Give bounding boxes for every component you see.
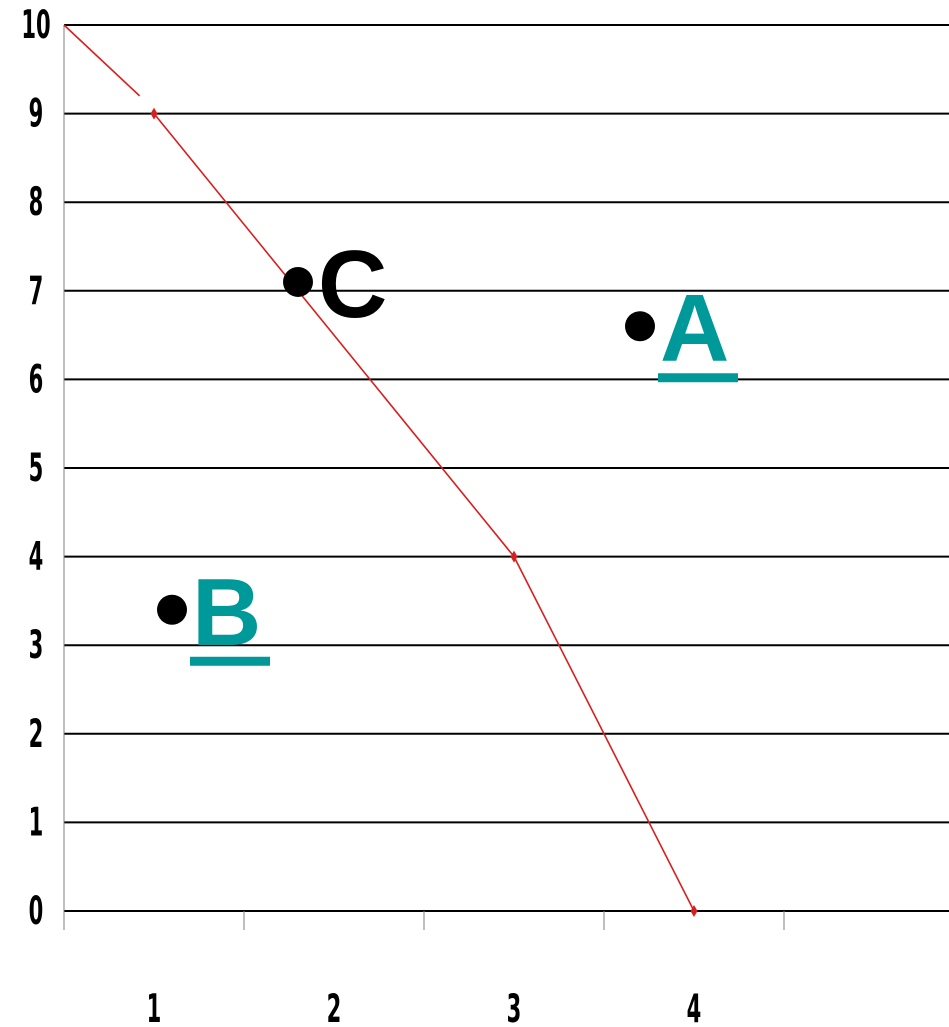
point-label-a: A — [660, 275, 729, 382]
y-tick-label: 2 — [29, 712, 44, 757]
x-tick-label: 4 — [687, 987, 702, 1027]
point-label-underline — [658, 373, 738, 383]
x-tick-label: 3 — [507, 987, 522, 1027]
point-dot-a — [625, 311, 655, 342]
x-tick-label: 2 — [327, 987, 342, 1027]
series-line-extension — [63, 24, 141, 97]
y-tick-label: 0 — [29, 889, 44, 934]
y-tick-label: 6 — [29, 358, 44, 403]
label-layer: A B C — [157, 231, 738, 666]
y-tick-label: 7 — [29, 269, 44, 314]
y-tick-label: 4 — [29, 535, 44, 580]
y-tick-label: 1 — [29, 801, 44, 846]
point-dot-c — [283, 266, 313, 297]
y-tick-label: 10 — [21, 3, 50, 48]
point-label-c: C — [318, 231, 387, 338]
y-tick-label: 3 — [29, 623, 44, 668]
data-point — [690, 905, 698, 917]
y-tick-label: 5 — [29, 446, 44, 491]
grid-layer — [64, 24, 949, 912]
point-label-underline — [190, 656, 270, 666]
series-line — [153, 113, 695, 912]
data-point — [150, 107, 158, 120]
point-dot-b — [157, 594, 187, 625]
axis-layer: 0 1 2 3 4 5 6 7 8 9 10 1 2 3 4 — [21, 3, 785, 1027]
y-tick-label: 8 — [29, 180, 44, 225]
data-point — [510, 550, 518, 563]
line-layer — [63, 24, 698, 917]
y-tick-label: 9 — [29, 92, 44, 137]
point-label-b: B — [192, 559, 261, 666]
x-tick-label: 1 — [147, 987, 162, 1027]
